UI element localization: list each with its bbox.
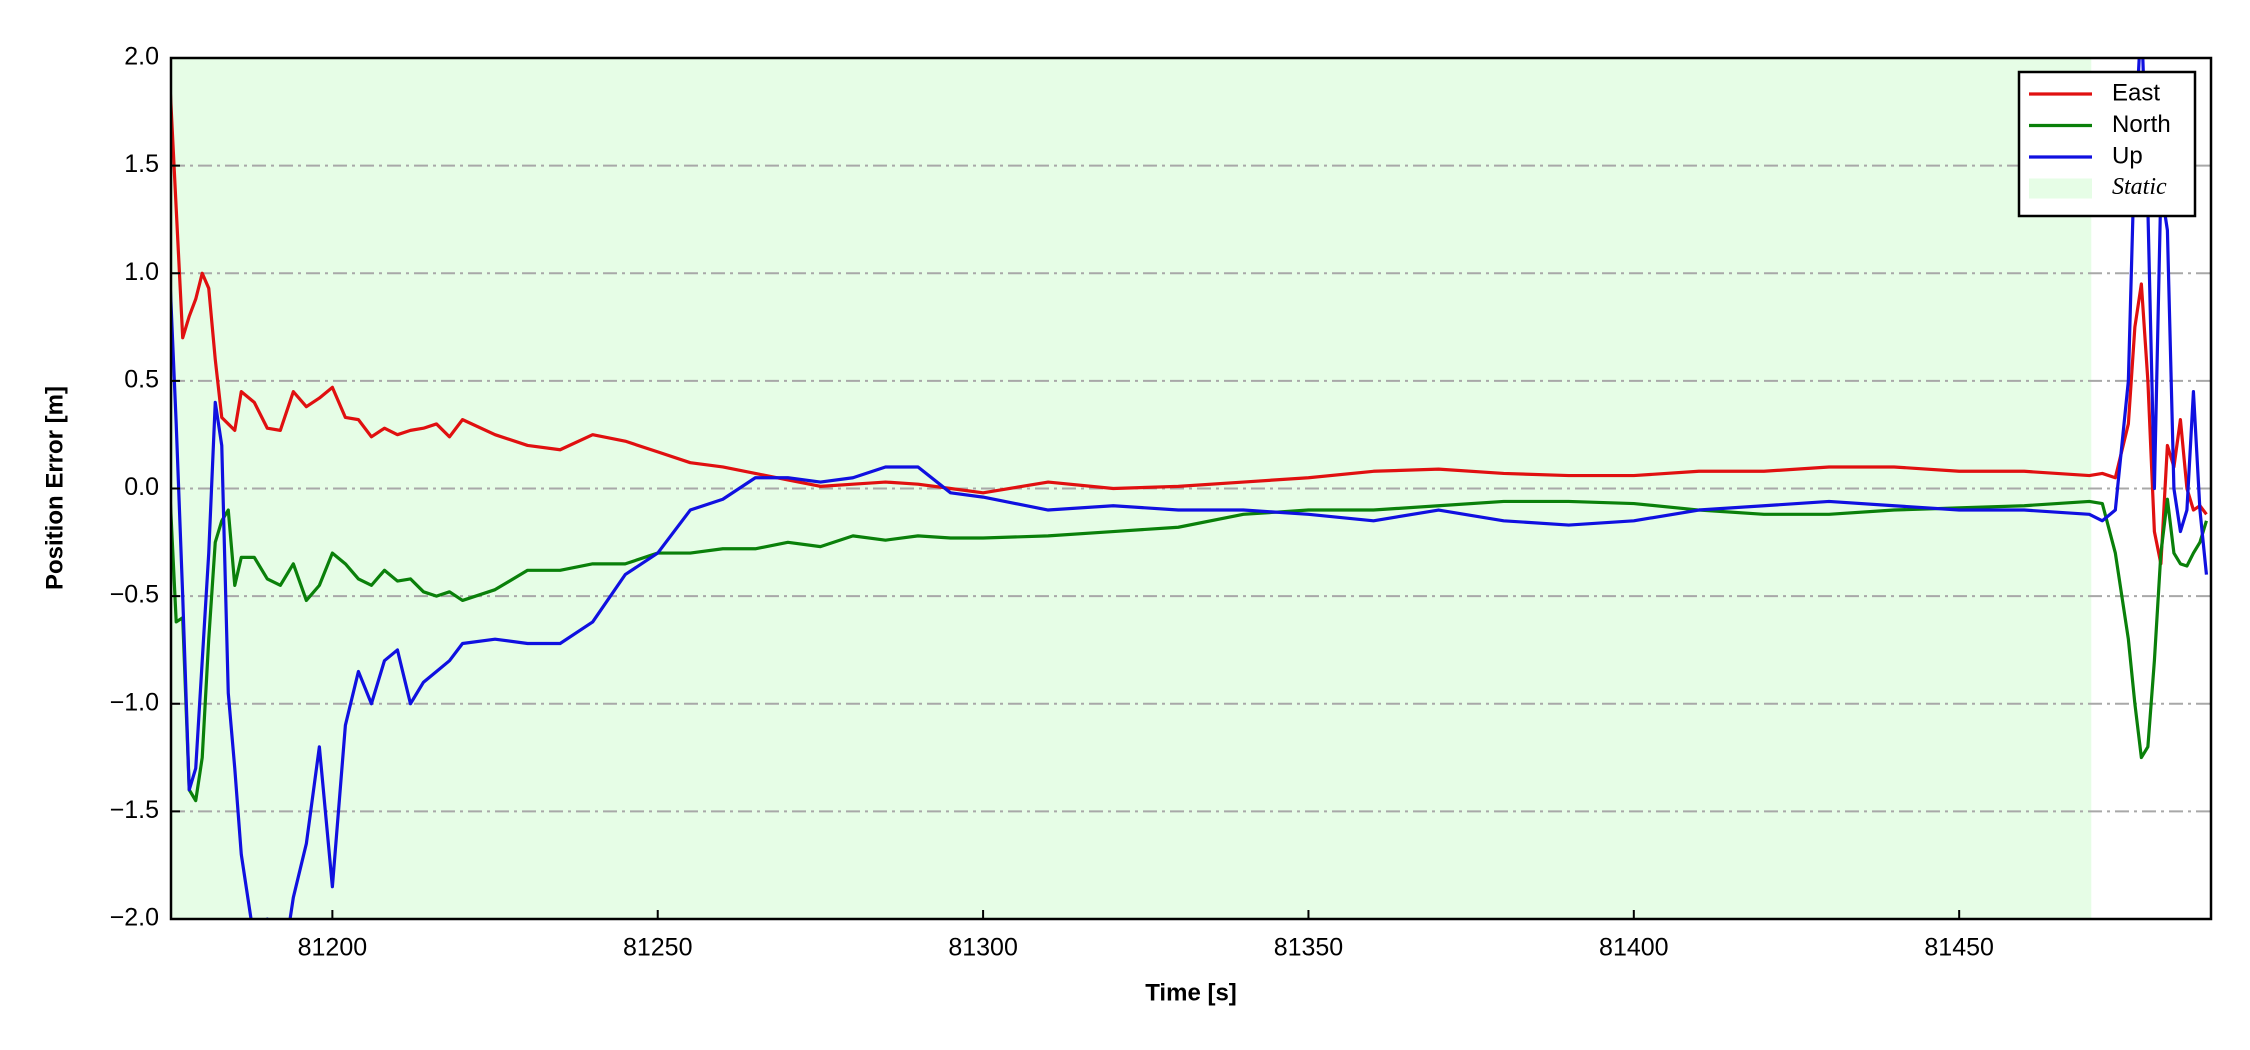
series-line — [171, 58, 2209, 919]
legend-swatch — [2029, 178, 2092, 199]
y-tick-label: 0.5 — [124, 365, 159, 393]
legend-label: East — [2112, 79, 2160, 106]
series-line — [171, 488, 2208, 803]
legend-label: Up — [2112, 142, 2143, 169]
x-tick-label: 81350 — [1274, 934, 1344, 962]
x-tick-label: 81250 — [623, 934, 693, 962]
legend-label: Static — [2112, 174, 2167, 200]
y-tick-label: 0.0 — [124, 473, 159, 501]
x-tick-label: 81450 — [1924, 934, 1994, 962]
y-axis-label: Position Error [m] — [41, 386, 68, 590]
y-tick-label: −0.5 — [110, 581, 159, 609]
y-tick-label: −2.0 — [110, 904, 159, 932]
x-tick-label: 81200 — [298, 934, 368, 962]
y-tick-label: 1.5 — [124, 150, 159, 178]
legend-label: North — [2112, 111, 2171, 138]
y-tick-label: −1.5 — [110, 796, 159, 824]
y-tick-label: 2.0 — [124, 43, 159, 71]
x-axis-label: Time [s] — [1145, 979, 1237, 1006]
x-tick-label: 81300 — [948, 934, 1018, 962]
x-tick-label: 81400 — [1599, 934, 1669, 962]
y-tick-label: 1.0 — [124, 258, 159, 286]
y-tick-label: −1.0 — [110, 688, 159, 716]
